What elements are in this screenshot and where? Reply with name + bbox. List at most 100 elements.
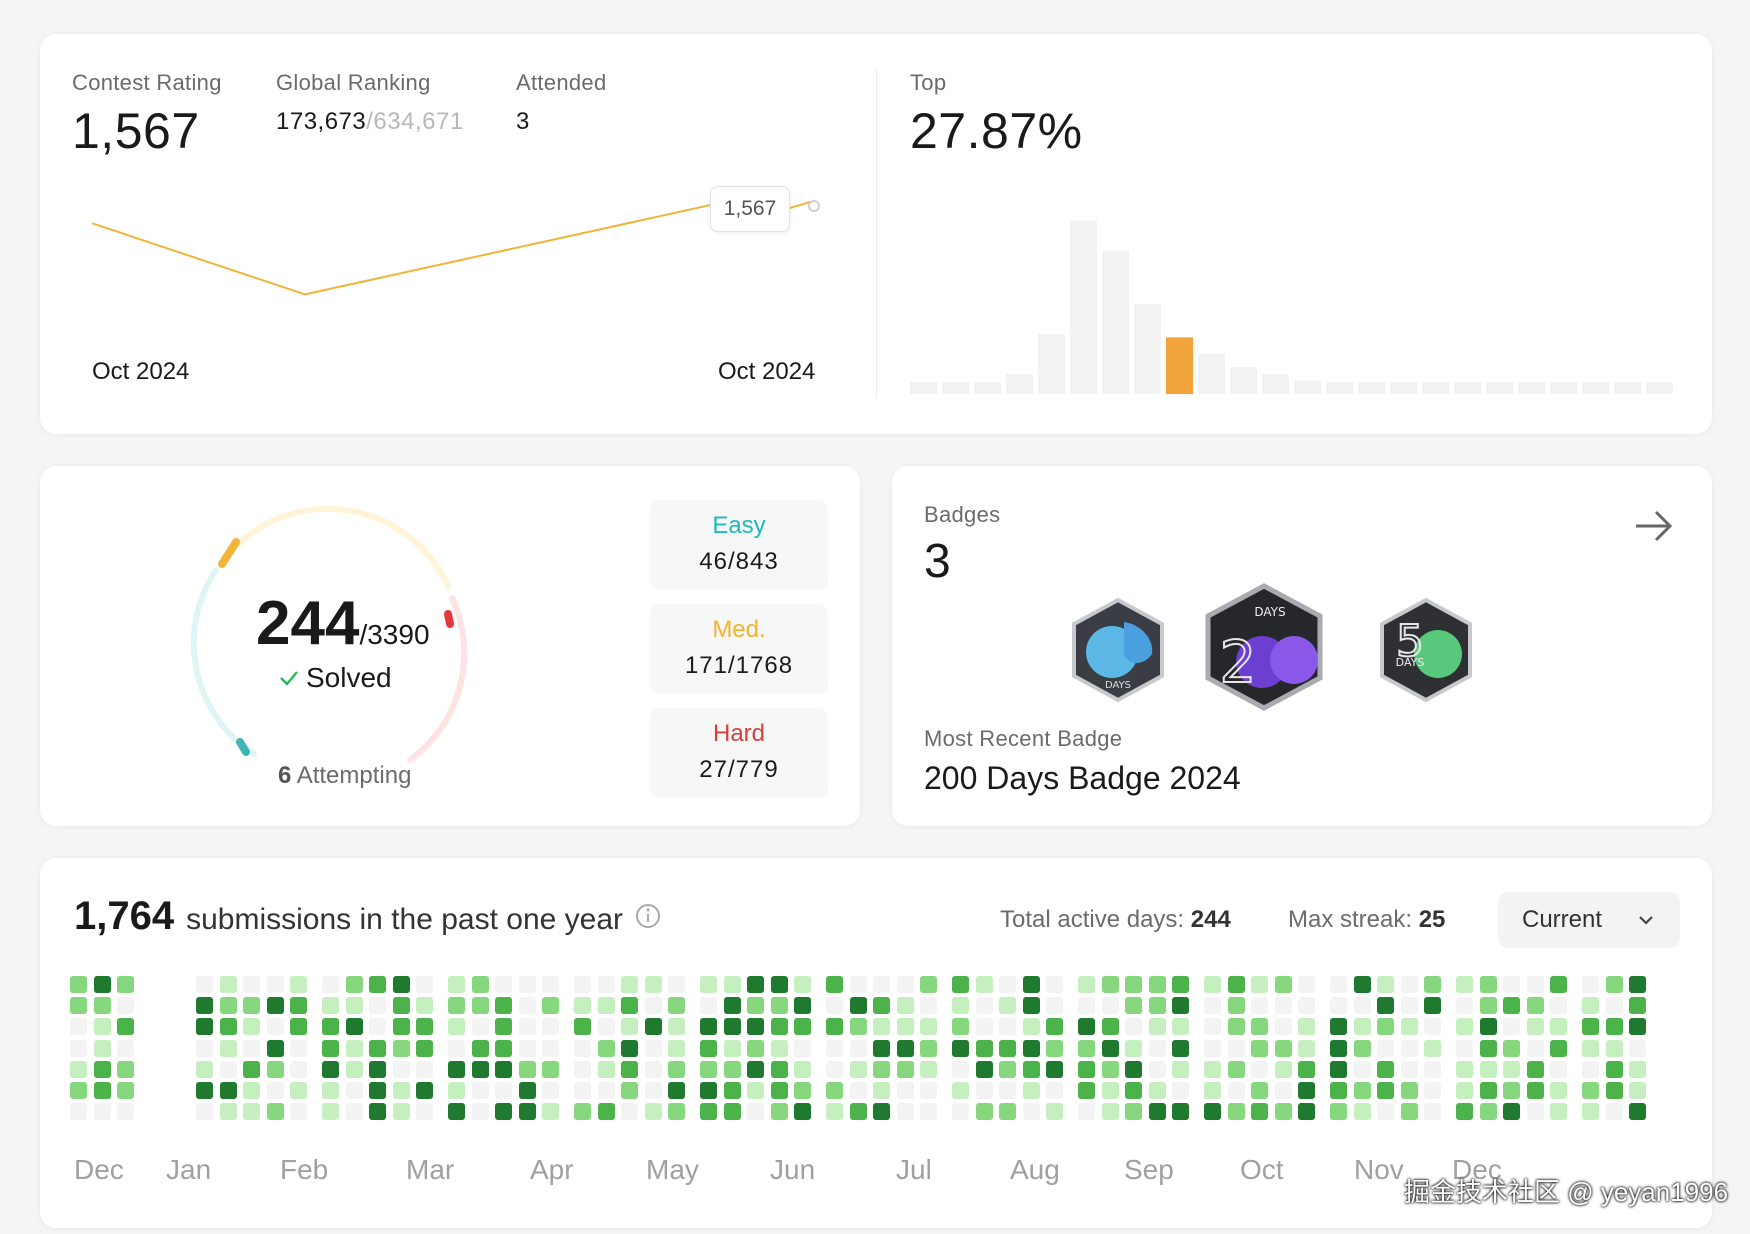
heatmap-cell[interactable]: [518, 1060, 536, 1078]
heatmap-cell[interactable]: [542, 976, 559, 993]
heatmap-cell[interactable]: [266, 976, 284, 993]
heatmap-cell[interactable]: [1353, 1039, 1371, 1057]
heatmap-cell[interactable]: [975, 1082, 993, 1099]
heatmap-cell[interactable]: [999, 1082, 1016, 1099]
heatmap-cell[interactable]: [1046, 1039, 1063, 1057]
heatmap-cell[interactable]: [999, 976, 1016, 993]
heatmap-cell[interactable]: [1251, 1018, 1268, 1036]
heatmap-cell[interactable]: [117, 976, 134, 993]
heatmap-cell[interactable]: [873, 976, 890, 993]
heatmap-cell[interactable]: [1227, 1082, 1245, 1099]
heatmap-cell[interactable]: [1526, 997, 1544, 1015]
heatmap-cell[interactable]: [1526, 976, 1544, 993]
heatmap-cell[interactable]: [243, 1082, 260, 1099]
heatmap-cell[interactable]: [896, 976, 914, 993]
heatmap-cell[interactable]: [1503, 1018, 1520, 1036]
histogram-bar[interactable]: [1614, 382, 1641, 394]
heatmap-cell[interactable]: [1227, 1018, 1245, 1036]
heatmap-cell[interactable]: [1078, 1082, 1095, 1099]
heatmap-cell[interactable]: [1400, 1103, 1418, 1121]
heatmap-cell[interactable]: [1503, 997, 1520, 1015]
heatmap-cell[interactable]: [1550, 1039, 1567, 1057]
heatmap-cell[interactable]: [448, 1103, 465, 1121]
heatmap-cell[interactable]: [518, 976, 536, 993]
heatmap-cell[interactable]: [1298, 1039, 1315, 1057]
heatmap-cell[interactable]: [621, 997, 638, 1015]
heatmap-cell[interactable]: [723, 976, 741, 993]
heatmap-cell[interactable]: [1424, 997, 1441, 1015]
heatmap-cell[interactable]: [896, 997, 914, 1015]
heatmap-cell[interactable]: [1330, 1039, 1347, 1057]
heatmap-cell[interactable]: [747, 1060, 764, 1078]
heatmap-cell[interactable]: [723, 1103, 741, 1121]
heatmap-cell[interactable]: [1377, 1082, 1394, 1099]
medium-difficulty-box[interactable]: Med. 171/1768: [650, 604, 828, 694]
histogram-bar[interactable]: [1358, 382, 1385, 394]
heatmap-cell[interactable]: [621, 1060, 638, 1078]
heatmap-cell[interactable]: [621, 1082, 638, 1099]
heatmap-cell[interactable]: [1274, 1060, 1292, 1078]
heatmap-cell[interactable]: [1582, 1039, 1599, 1057]
heatmap-cell[interactable]: [1101, 976, 1119, 993]
heatmap-cell[interactable]: [952, 1103, 969, 1121]
heatmap-cell[interactable]: [1125, 1018, 1142, 1036]
histogram-bar[interactable]: [1486, 382, 1513, 394]
heatmap-cell[interactable]: [266, 1018, 284, 1036]
heatmap-cell[interactable]: [574, 1039, 591, 1057]
heatmap-cell[interactable]: [117, 1039, 134, 1057]
heatmap-cell[interactable]: [471, 1103, 489, 1121]
heatmap-cell[interactable]: [93, 997, 111, 1015]
heatmap-cell[interactable]: [873, 997, 890, 1015]
heatmap-cell[interactable]: [1172, 1082, 1189, 1099]
heatmap-cell[interactable]: [93, 1082, 111, 1099]
heatmap-cell[interactable]: [975, 997, 993, 1015]
histogram-bar[interactable]: [1070, 220, 1097, 394]
heatmap-cell[interactable]: [1022, 1082, 1040, 1099]
heatmap-cell[interactable]: [747, 1103, 764, 1121]
histogram-bar-current[interactable]: [1166, 337, 1193, 394]
heatmap-cell[interactable]: [1022, 1018, 1040, 1036]
heatmap-cell[interactable]: [243, 1060, 260, 1078]
heatmap-cell[interactable]: [621, 1103, 638, 1121]
heatmap-cell[interactable]: [1298, 1060, 1315, 1078]
heatmap-cell[interactable]: [668, 1018, 685, 1036]
heatmap-cell[interactable]: [345, 1039, 363, 1057]
heatmap-cell[interactable]: [644, 1103, 662, 1121]
heatmap-cell[interactable]: [70, 1018, 87, 1036]
heatmap-cell[interactable]: [952, 1060, 969, 1078]
heatmap-cell[interactable]: [1298, 1082, 1315, 1099]
heatmap-cell[interactable]: [345, 1060, 363, 1078]
heatmap-cell[interactable]: [266, 1039, 284, 1057]
heatmap-cell[interactable]: [1353, 1018, 1371, 1036]
heatmap-cell[interactable]: [1424, 1103, 1441, 1121]
heatmap-cell[interactable]: [471, 1039, 489, 1057]
heatmap-cell[interactable]: [1424, 1018, 1441, 1036]
heatmap-cell[interactable]: [975, 1060, 993, 1078]
heatmap-cell[interactable]: [1298, 997, 1315, 1015]
heatmap-cell[interactable]: [1274, 1082, 1292, 1099]
arrow-right-icon[interactable]: [1632, 504, 1676, 548]
heatmap-cell[interactable]: [723, 1060, 741, 1078]
heatmap-cell[interactable]: [266, 997, 284, 1015]
heatmap-cell[interactable]: [1503, 1082, 1520, 1099]
heatmap-cell[interactable]: [392, 1018, 410, 1036]
heatmap-cell[interactable]: [471, 1082, 489, 1099]
heatmap-cell[interactable]: [975, 1039, 993, 1057]
heatmap-cell[interactable]: [574, 1082, 591, 1099]
heatmap-cell[interactable]: [1330, 1060, 1347, 1078]
heatmap-cell[interactable]: [416, 1103, 433, 1121]
heatmap-cell[interactable]: [700, 1060, 717, 1078]
heatmap-cell[interactable]: [1148, 1018, 1166, 1036]
heatmap-cell[interactable]: [747, 1018, 764, 1036]
heatmap-cell[interactable]: [700, 976, 717, 993]
heatmap-cell[interactable]: [416, 1060, 433, 1078]
heatmap-cell[interactable]: [1148, 1103, 1166, 1121]
histogram-bar[interactable]: [1006, 374, 1033, 394]
heatmap-cell[interactable]: [1078, 976, 1095, 993]
heatmap-cell[interactable]: [849, 976, 867, 993]
heatmap-cell[interactable]: [471, 1060, 489, 1078]
heatmap-cell[interactable]: [196, 997, 213, 1015]
heatmap-cell[interactable]: [597, 1039, 615, 1057]
heatmap-cell[interactable]: [668, 1103, 685, 1121]
heatmap-cell[interactable]: [518, 1018, 536, 1036]
